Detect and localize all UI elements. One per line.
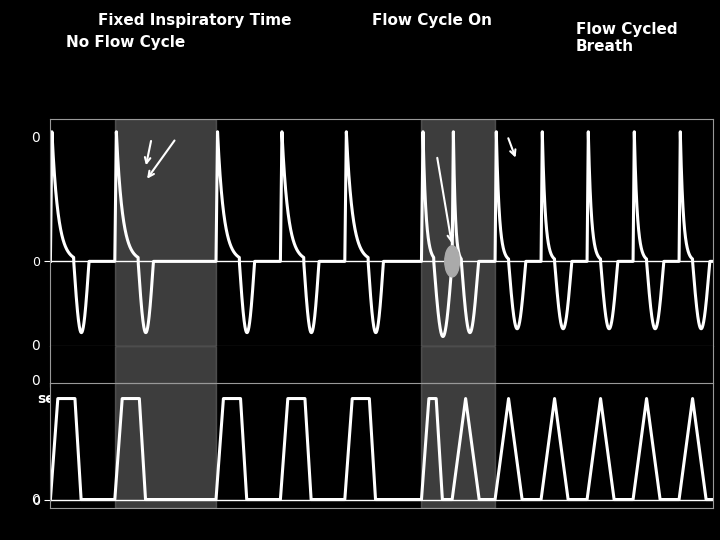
Text: No Flow Cycle: No Flow Cycle [66,35,186,50]
Text: Flow Cycled
Breath: Flow Cycled Breath [576,22,678,54]
Bar [421,346,495,383]
Text: 0: 0 [31,131,40,145]
Text: 0: 0 [31,492,40,507]
Text: Fixed Inspiratory Time: Fixed Inspiratory Time [98,14,291,29]
Bar [114,119,216,346]
Text: Flow Cycle On: Flow Cycle On [372,14,492,29]
Bar [421,119,495,346]
Bar [114,346,216,383]
Bar [114,383,216,508]
Circle shape [445,246,459,277]
Text: 0: 0 [31,374,40,388]
Text: 0: 0 [31,339,40,353]
Bar [421,383,495,508]
